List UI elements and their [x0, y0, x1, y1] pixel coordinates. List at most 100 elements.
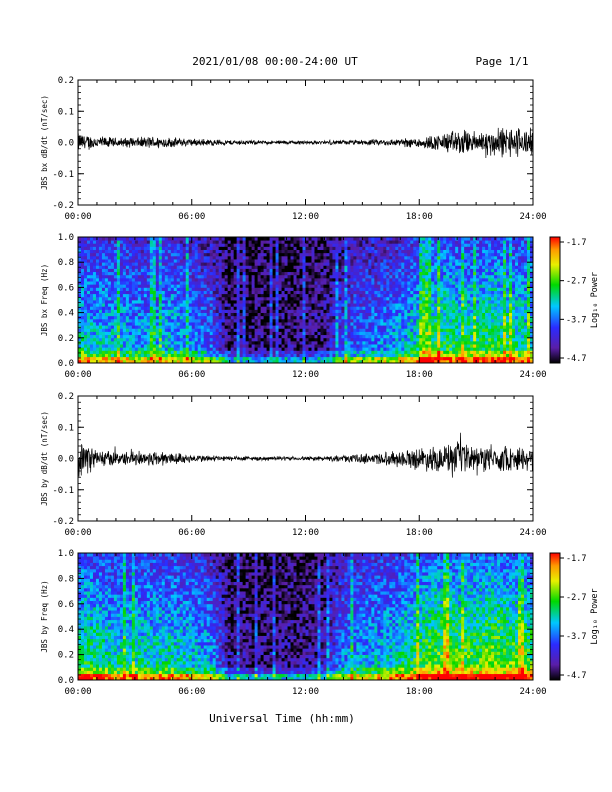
spectrogram-cell: [164, 347, 169, 351]
spectrogram-cell: [413, 246, 417, 250]
spectrogram-cell: [434, 274, 438, 279]
spectrogram-cell: [104, 337, 109, 342]
spectrogram-cell: [260, 306, 264, 310]
spectrogram-cell: [335, 268, 339, 273]
spectrogram-cell: [377, 265, 381, 269]
spectrogram-cell: [101, 259, 106, 263]
spectrogram-cell: [170, 259, 175, 263]
spectrogram-cell: [95, 284, 100, 288]
spectrogram-cell: [338, 281, 342, 285]
spectrogram-cell: [434, 359, 438, 364]
spectrogram-cell: [356, 249, 360, 254]
spectrogram-cell: [218, 246, 223, 250]
spectrogram-cell: [116, 287, 121, 291]
spectrogram-cell: [401, 243, 405, 247]
spectrogram-cell: [284, 284, 288, 288]
spectrogram-cell: [128, 268, 133, 273]
spectrogram-cell: [332, 340, 336, 345]
spectrogram-cell: [230, 243, 235, 247]
spectrogram-cell: [335, 287, 339, 291]
spectrogram-cell: [281, 262, 285, 266]
spectrogram-cell: [245, 322, 250, 326]
spectrogram-cell: [227, 262, 232, 266]
spectrogram-cell: [434, 306, 438, 310]
spectrogram-cell: [329, 277, 333, 282]
spectrogram-cell: [335, 274, 339, 279]
spectrogram-cell: [206, 265, 211, 269]
spectrogram-cell: [350, 328, 354, 332]
spectrogram-cell: [209, 296, 214, 301]
spectrogram-cell: [323, 262, 327, 266]
spectrogram-cell: [269, 259, 273, 263]
spectrogram-cell: [209, 322, 214, 326]
spectrogram-cell: [425, 255, 429, 260]
spectrogram-cell: [341, 274, 345, 279]
spectrogram-cell: [302, 359, 306, 364]
spectrogram-cell: [422, 293, 426, 298]
spectrogram-cell: [269, 334, 273, 339]
spectrogram-cell: [380, 359, 384, 364]
spectrogram-cell: [137, 356, 142, 361]
spectrogram-cell: [263, 237, 267, 241]
spectrogram-cell: [173, 237, 178, 241]
spectrogram-cell: [230, 303, 235, 307]
spectrogram-cell: [410, 353, 414, 358]
spectrogram-cell: [260, 237, 264, 241]
spectrogram-cell: [149, 274, 154, 279]
spectrogram-cell: [83, 259, 88, 263]
spectrogram-cell: [224, 322, 229, 326]
spectrogram-cell: [437, 271, 441, 276]
spectrogram-cell: [437, 243, 441, 247]
spectrogram-cell: [164, 353, 169, 358]
spectrogram-cell: [188, 240, 193, 244]
spectrogram-cell: [83, 315, 88, 320]
spectrogram-cell: [353, 331, 357, 336]
spectrogram-cell: [281, 259, 285, 263]
spectrogram-cell: [110, 309, 115, 313]
spectrogram-cell: [194, 243, 199, 247]
spectrogram-cell: [110, 293, 115, 298]
spectrogram-cell: [80, 265, 85, 269]
spectrogram-cell: [254, 353, 258, 358]
spectrogram-cell: [425, 322, 429, 326]
spectrogram-cell: [110, 259, 115, 263]
spectrogram-cell: [95, 315, 100, 320]
spectrogram-cell: [227, 337, 232, 342]
spectrogram-cell: [413, 337, 417, 342]
spectrogram-cell: [134, 277, 139, 282]
spectrogram-cell: [218, 340, 223, 345]
spectrogram-cell: [335, 344, 339, 348]
spectrogram-cell: [290, 328, 294, 332]
spectrogram-cell: [170, 271, 175, 276]
spectrogram-cell: [383, 340, 387, 345]
spectrogram-cell: [140, 255, 145, 260]
spectrogram-cell: [335, 281, 339, 285]
spectrogram-cell: [80, 303, 85, 307]
spectrogram-cell: [407, 252, 411, 257]
spectrogram-cell: [254, 287, 258, 291]
spectrogram-cell: [419, 243, 423, 247]
spectrogram-cell: [266, 284, 270, 288]
spectrogram-cell: [164, 287, 169, 291]
spectrogram-cell: [380, 287, 384, 291]
spectrogram-cell: [185, 265, 190, 269]
spectrogram-cell: [338, 334, 342, 339]
spectrogram-cell: [242, 331, 247, 336]
spectrogram-cell: [206, 262, 211, 266]
spectrogram-cell: [434, 344, 438, 348]
spectrogram-cell: [101, 353, 106, 358]
spectrogram-cell: [230, 334, 235, 339]
spectrogram-cell: [86, 309, 91, 313]
spectrogram-cell: [269, 265, 273, 269]
spectrogram-cell: [296, 350, 300, 354]
spectrogram-cell: [188, 325, 193, 329]
spectrogram-cell: [287, 281, 291, 285]
spectrogram-cell: [221, 325, 226, 329]
spectrogram-cell: [308, 265, 312, 269]
spectrogram-cell: [305, 259, 309, 263]
spectrogram-cell: [263, 277, 267, 282]
spectrogram-cell: [281, 246, 285, 250]
spectrogram-cell: [182, 353, 187, 358]
spectrogram-cell: [83, 328, 88, 332]
spectrogram-cell: [284, 259, 288, 263]
